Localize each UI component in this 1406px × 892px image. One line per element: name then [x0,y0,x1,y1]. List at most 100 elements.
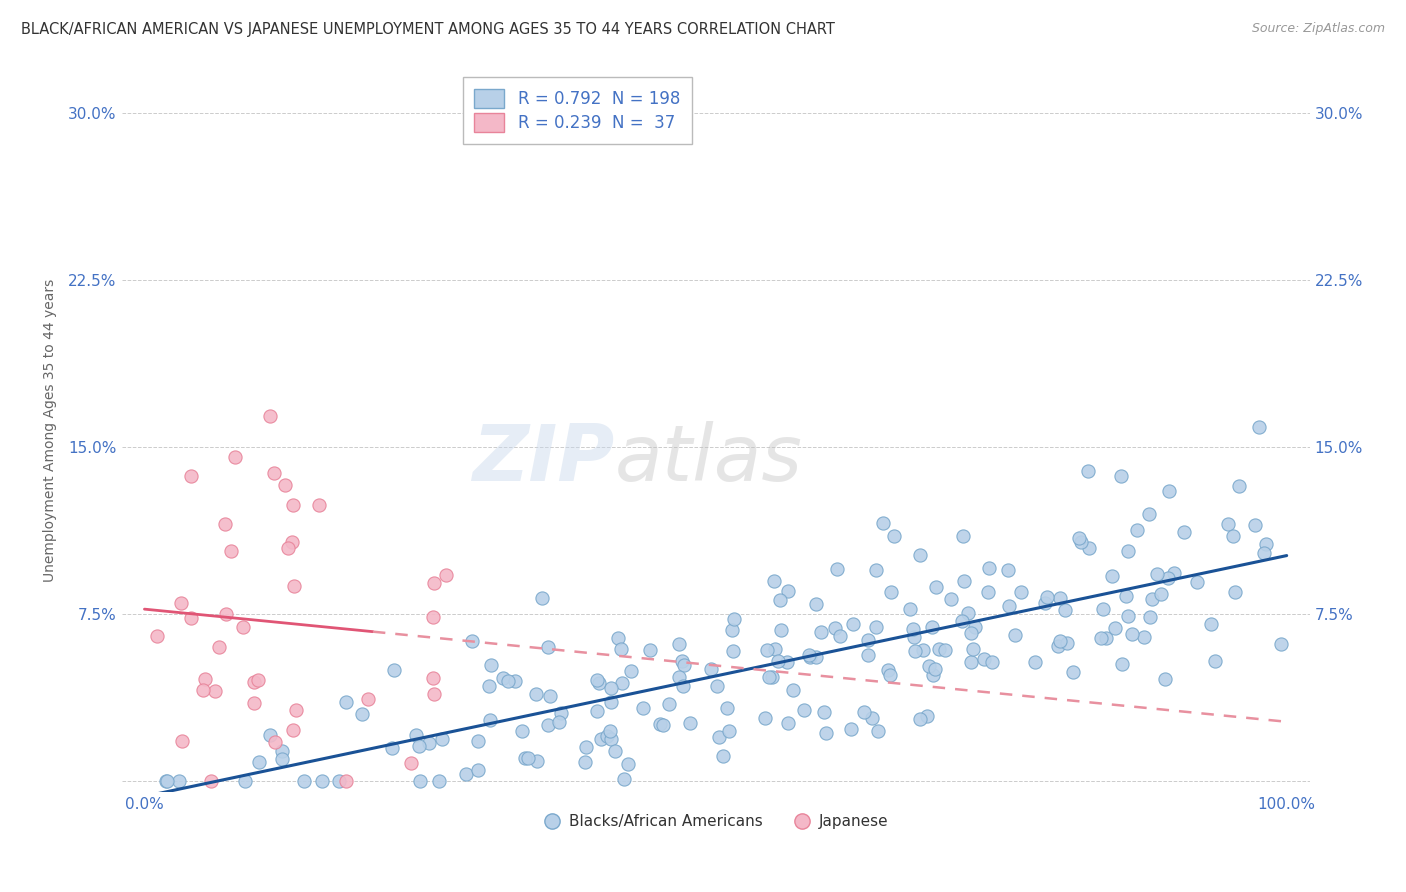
Point [538,689,561,703]
Point [467,763,489,777]
Point [478,679,501,693]
Point [591,731,613,746]
Point [716,700,738,714]
Point [156,773,179,788]
Point [1249,420,1271,434]
Point [652,718,675,732]
Point [1090,632,1112,646]
Point [763,574,786,589]
Point [1126,523,1149,537]
Point [883,528,905,542]
Point [1163,566,1185,581]
Point [526,754,548,768]
Point [810,625,832,640]
Point [233,773,256,788]
Point [922,668,945,682]
Point [232,620,254,634]
Point [668,637,690,651]
Point [537,640,560,654]
Point [865,619,887,633]
Point [671,654,693,668]
Point [259,409,281,423]
Point [263,466,285,480]
Point [194,673,217,687]
Point [1201,617,1223,632]
Point [575,740,598,755]
Point [1047,640,1070,654]
Point [1137,507,1160,521]
Point [865,563,887,577]
Point [270,752,292,766]
Point [633,701,655,715]
Point [274,478,297,492]
Point [852,705,875,719]
Point [960,626,983,640]
Point [537,718,560,732]
Point [776,655,799,669]
Point [1140,591,1163,606]
Point [769,593,792,607]
Point [599,695,621,709]
Point [1133,630,1156,644]
Point [1111,657,1133,671]
Point [1053,602,1076,616]
Point [1254,536,1277,550]
Point [1154,673,1177,687]
Point [1091,601,1114,615]
Point [825,562,848,576]
Point [804,597,827,611]
Point [170,734,193,748]
Point [1244,518,1267,533]
Point [904,644,927,658]
Point [1104,621,1126,635]
Point [610,642,633,657]
Point [815,726,838,740]
Point [242,696,264,710]
Point [1150,587,1173,601]
Point [382,663,405,677]
Point [479,713,502,727]
Point [941,592,963,607]
Point [617,756,640,771]
Point [503,673,526,688]
Point [1223,584,1246,599]
Point [585,704,607,718]
Point [880,585,903,599]
Point [277,541,299,556]
Point [776,715,799,730]
Point [672,679,695,693]
Point [860,711,883,725]
Point [283,579,305,593]
Point [962,642,984,657]
Point [328,773,350,788]
Point [673,658,696,673]
Point [1139,610,1161,624]
Point [917,659,939,673]
Point [1270,636,1292,650]
Point [1109,469,1132,483]
Point [911,642,934,657]
Point [221,543,243,558]
Point [1033,596,1056,610]
Point [928,642,950,657]
Point [1101,568,1123,582]
Point [259,728,281,742]
Point [960,655,983,669]
Point [1024,655,1046,669]
Point [1069,532,1091,546]
Point [145,629,167,643]
Point [432,732,454,747]
Point [799,650,821,665]
Point [998,599,1021,614]
Point [607,631,630,645]
Point [756,643,779,657]
Point [1218,517,1240,532]
Point [1004,628,1026,642]
Point [658,697,681,711]
Point [585,673,607,687]
Point [980,655,1002,669]
Point [214,517,236,532]
Point [793,703,815,717]
Point [718,723,741,738]
Point [934,642,956,657]
